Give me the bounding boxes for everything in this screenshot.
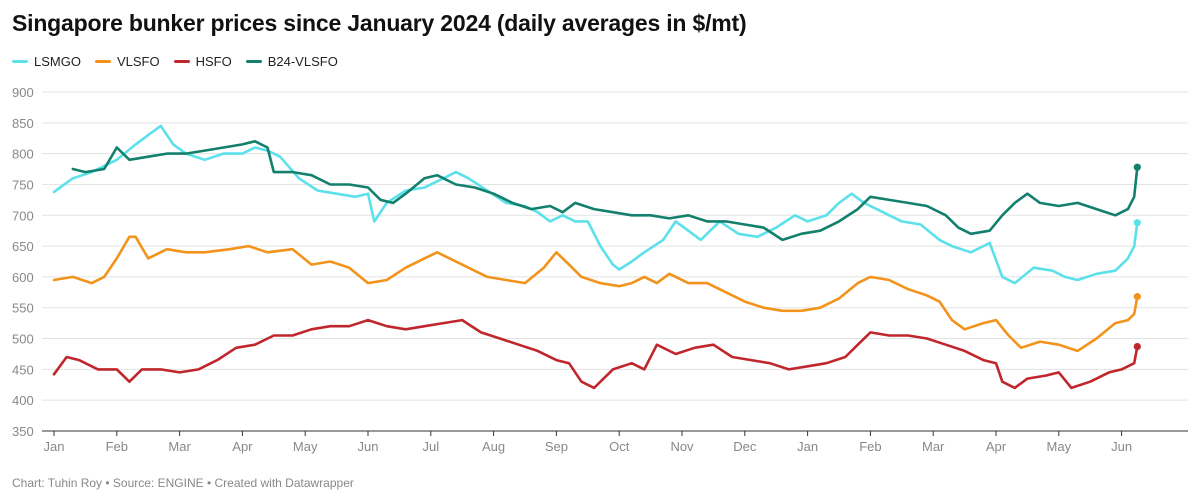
- y-tick-label: 750: [12, 177, 34, 192]
- series-end-point-lsmgo: [1133, 219, 1141, 227]
- series-end-point-vlsfo: [1133, 293, 1141, 301]
- y-tick-label: 700: [12, 208, 34, 223]
- legend-swatch-vlsfo: [94, 60, 111, 63]
- x-tick-label: Apr: [986, 439, 1007, 454]
- legend-item-vlsfo: VLSFO: [94, 54, 160, 69]
- chart-title: Singapore bunker prices since January 20…: [12, 10, 747, 36]
- x-tick-label: Nov: [670, 439, 694, 454]
- x-tick-label: Aug: [482, 439, 505, 454]
- y-tick-label: 800: [12, 147, 34, 162]
- x-tick-label: Jan: [797, 439, 818, 454]
- legend-swatch-b24-vlsfo: [245, 60, 262, 63]
- legend-swatch-lsmgo: [12, 60, 28, 63]
- y-tick-label: 900: [12, 85, 34, 100]
- x-tick-label: May: [293, 439, 318, 454]
- legend-swatch-hsfo: [173, 60, 190, 63]
- legend-item-lsmgo: LSMGO: [12, 54, 81, 69]
- legend-item-hsfo: HSFO: [173, 54, 232, 69]
- series-line-vlsfo: [52, 235, 1139, 353]
- chart-footer: Chart: Tuhin Roy • Source: ENGINE • Crea…: [12, 476, 354, 490]
- legend-label-lsmgo: LSMGO: [34, 54, 81, 69]
- legend: LSMGO VLSFO HSFO B24-VLSFO: [12, 54, 338, 69]
- x-tick-label: Sep: [545, 439, 568, 454]
- series-end-point-b24-vlsfo: [1133, 163, 1141, 171]
- x-tick-label: May: [1047, 439, 1072, 454]
- x-tick-label: Feb: [106, 439, 128, 454]
- x-tick-label: Apr: [232, 439, 253, 454]
- legend-label-hsfo: HSFO: [195, 54, 232, 69]
- y-tick-label: 350: [12, 424, 34, 439]
- x-tick-label: Jan: [44, 439, 65, 454]
- x-tick-label: Dec: [733, 439, 757, 454]
- x-tick-label: Oct: [609, 439, 630, 454]
- series-line-hsfo: [52, 318, 1139, 390]
- x-tick-label: Mar: [168, 439, 191, 454]
- y-tick-label: 550: [12, 301, 34, 316]
- series-line-b24-vlsfo: [71, 140, 1139, 242]
- series-end-point-hsfo: [1133, 342, 1141, 351]
- x-tick-label: Jun: [358, 439, 379, 454]
- y-tick-label: 400: [12, 393, 34, 408]
- x-tick-label: Jul: [422, 439, 439, 454]
- legend-label-vlsfo: VLSFO: [116, 54, 160, 69]
- x-tick-label: Jun: [1111, 439, 1132, 454]
- x-tick-label: Mar: [922, 439, 945, 454]
- x-tick-label: Feb: [859, 439, 881, 454]
- y-tick-label: 450: [12, 362, 34, 377]
- y-tick-label: 850: [12, 116, 34, 131]
- legend-label-b24-vlsfo: B24-VLSFO: [267, 54, 338, 69]
- legend-item-b24-vlsfo: B24-VLSFO: [245, 54, 338, 69]
- series-line-lsmgo: [52, 124, 1139, 285]
- y-tick-label: 500: [12, 332, 34, 347]
- y-tick-label: 650: [12, 239, 34, 254]
- y-tick-label: 600: [12, 270, 34, 285]
